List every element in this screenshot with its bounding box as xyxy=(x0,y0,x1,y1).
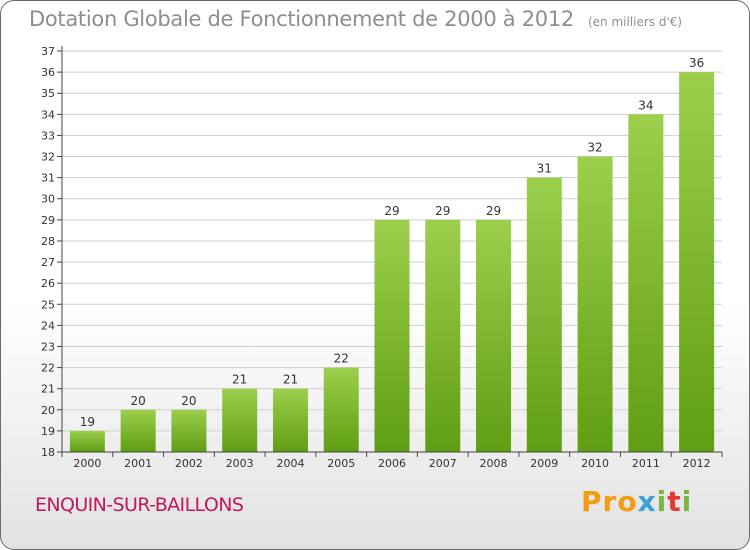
value-label: 31 xyxy=(537,162,552,176)
value-label: 19 xyxy=(80,415,95,429)
y-tick-label: 30 xyxy=(41,193,55,206)
y-tick-label: 19 xyxy=(41,425,55,438)
x-tick-label: 2006 xyxy=(378,457,406,470)
bar-2007 xyxy=(425,219,461,452)
value-label: 32 xyxy=(587,141,602,155)
proxiti-logo[interactable]: Proxiti xyxy=(581,485,692,518)
bar-2010 xyxy=(577,156,613,453)
bar-2009 xyxy=(526,177,562,452)
y-tick-label: 33 xyxy=(41,129,55,142)
x-tick-label: 2009 xyxy=(530,457,558,470)
value-label: 29 xyxy=(384,204,399,218)
y-tick-label: 36 xyxy=(41,66,55,79)
logo-part-2: x xyxy=(637,485,657,518)
y-tick-label: 25 xyxy=(41,298,55,311)
bar-2002 xyxy=(171,409,207,452)
value-label: 29 xyxy=(486,204,501,218)
value-label: 21 xyxy=(283,373,298,387)
x-tick-label: 2002 xyxy=(175,457,203,470)
bar-2012 xyxy=(679,72,715,453)
logo-part-4: t xyxy=(667,485,682,518)
y-tick-label: 29 xyxy=(41,214,55,227)
y-axis: 18 19 20 21 22 23 24 25 26 27 28 29 30 31 32 33 34 35 36 37 xyxy=(41,45,63,459)
bar-2001 xyxy=(120,409,156,452)
x-tick-label: 2008 xyxy=(480,457,508,470)
value-label: 20 xyxy=(131,394,146,408)
x-tick-label: 2005 xyxy=(327,457,355,470)
value-label: 22 xyxy=(334,352,349,366)
value-label: 21 xyxy=(232,373,247,387)
x-tick-label: 2007 xyxy=(429,457,457,470)
bar-2004 xyxy=(272,388,308,452)
x-tick-label: 2004 xyxy=(276,457,304,470)
y-tick-label: 28 xyxy=(41,235,55,248)
logo-part-3: i xyxy=(656,485,668,518)
town-name: ENQUIN-SUR-BAILLONS xyxy=(35,494,244,516)
bar-2008 xyxy=(476,219,512,452)
title-text: Dotation Globale de Fonctionnement de 20… xyxy=(29,7,574,31)
bar-2006 xyxy=(374,219,410,452)
bar-2000 xyxy=(69,430,105,452)
y-tick-label: 37 xyxy=(41,45,55,58)
x-tick-label: 2003 xyxy=(226,457,254,470)
y-tick-label: 26 xyxy=(41,277,55,290)
y-tick-label: 27 xyxy=(41,256,55,269)
value-label: 36 xyxy=(689,56,704,70)
y-tick-label: 20 xyxy=(41,404,55,417)
value-label: 29 xyxy=(435,204,450,218)
x-axis: 2000 2001 2002 2003 2004 2005 2006 2007 2008 2009… xyxy=(61,451,723,470)
x-tick-label: 2001 xyxy=(124,457,152,470)
bar-2005 xyxy=(323,367,359,452)
y-tick-label: 31 xyxy=(41,172,55,185)
y-tick-label: 21 xyxy=(41,383,55,396)
bars: 19 20 20 21 21 22 29 29 29 31 32 34 36 xyxy=(69,56,715,453)
x-tick-label: 2000 xyxy=(73,457,101,470)
x-tick-label: 2011 xyxy=(632,457,660,470)
y-tick-label: 35 xyxy=(41,87,55,100)
y-tick-label: 34 xyxy=(41,108,55,121)
y-tick-label: 22 xyxy=(41,362,55,375)
bar-2011 xyxy=(628,114,664,452)
value-label: 20 xyxy=(181,394,196,408)
logo-part-5: i xyxy=(681,485,693,518)
x-tick-label: 2010 xyxy=(581,457,609,470)
y-tick-label: 32 xyxy=(41,151,55,164)
logo-part-1: Pro xyxy=(581,485,638,518)
value-label: 34 xyxy=(638,98,653,112)
chart-unit: (en milliers d'€) xyxy=(587,15,683,29)
bar-2003 xyxy=(222,388,258,452)
chart-title: Dotation Globale de Fonctionnement de 20… xyxy=(29,7,682,31)
x-tick-label: 2012 xyxy=(683,457,711,470)
y-tick-label: 23 xyxy=(41,340,55,353)
y-tick-label: 18 xyxy=(41,446,55,459)
y-tick-label: 24 xyxy=(41,319,55,332)
